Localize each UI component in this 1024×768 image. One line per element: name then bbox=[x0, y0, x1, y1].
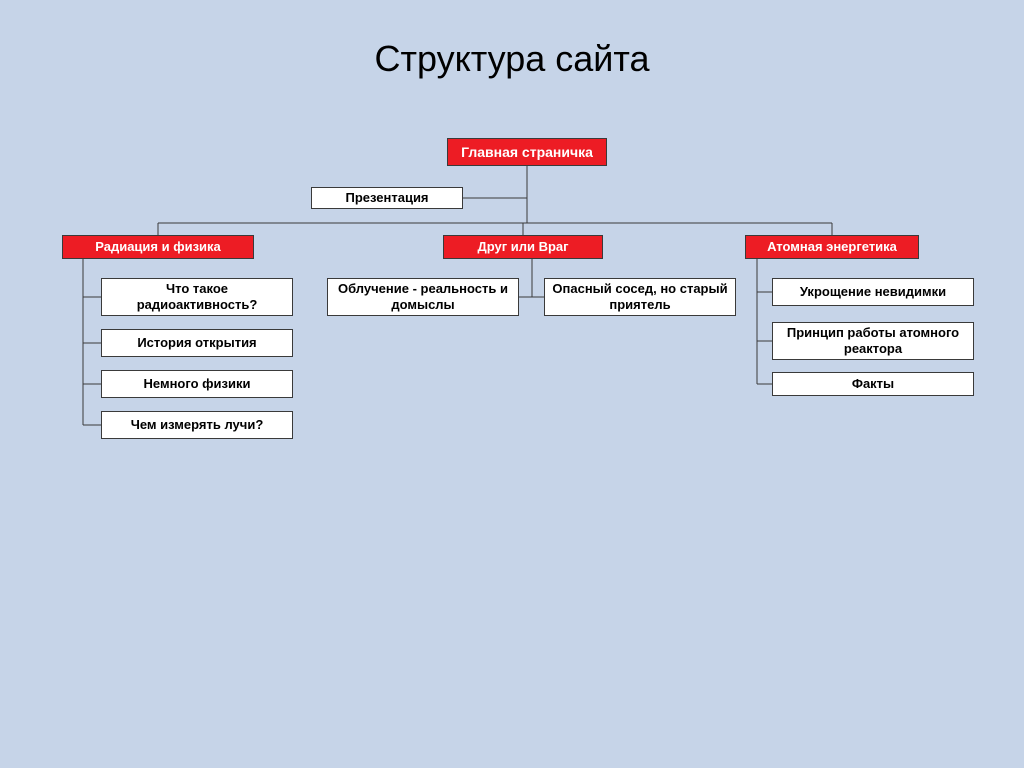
node-atom-3: Факты bbox=[772, 372, 974, 396]
node-presentation: Презентация bbox=[311, 187, 463, 209]
node-enemy-2: Опасный сосед, но старый приятель bbox=[544, 278, 736, 316]
node-label: Что такое радиоактивность? bbox=[108, 281, 286, 312]
node-section-enemy: Друг или Враг bbox=[443, 235, 603, 259]
node-label: Укрощение невидимки bbox=[800, 284, 946, 300]
node-label: Принцип работы атомного реактора bbox=[779, 325, 967, 356]
node-label: Факты bbox=[852, 376, 894, 392]
node-section-atom: Атомная энергетика bbox=[745, 235, 919, 259]
node-atom-2: Принцип работы атомного реактора bbox=[772, 322, 974, 360]
node-root: Главная страничка bbox=[447, 138, 607, 166]
node-label: Друг или Враг bbox=[477, 239, 568, 255]
node-enemy-1: Облучение - реальность и домыслы bbox=[327, 278, 519, 316]
node-atom-1: Укрощение невидимки bbox=[772, 278, 974, 306]
node-label: Атомная энергетика bbox=[767, 239, 897, 255]
node-label: Главная страничка bbox=[461, 144, 593, 161]
node-phys-1: Что такое радиоактивность? bbox=[101, 278, 293, 316]
node-label: Опасный сосед, но старый приятель bbox=[551, 281, 729, 312]
page-title: Структура сайта bbox=[0, 38, 1024, 80]
node-label: История открытия bbox=[137, 335, 256, 351]
node-label: Радиация и физика bbox=[95, 239, 221, 255]
node-section-physics: Радиация и физика bbox=[62, 235, 254, 259]
node-label: Презентация bbox=[345, 190, 428, 206]
diagram-stage: Структура сайта Главная страничка Презен… bbox=[0, 0, 1024, 768]
node-label: Чем измерять лучи? bbox=[131, 417, 264, 433]
node-phys-4: Чем измерять лучи? bbox=[101, 411, 293, 439]
node-phys-3: Немного физики bbox=[101, 370, 293, 398]
node-phys-2: История открытия bbox=[101, 329, 293, 357]
node-label: Немного физики bbox=[144, 376, 251, 392]
node-label: Облучение - реальность и домыслы bbox=[334, 281, 512, 312]
